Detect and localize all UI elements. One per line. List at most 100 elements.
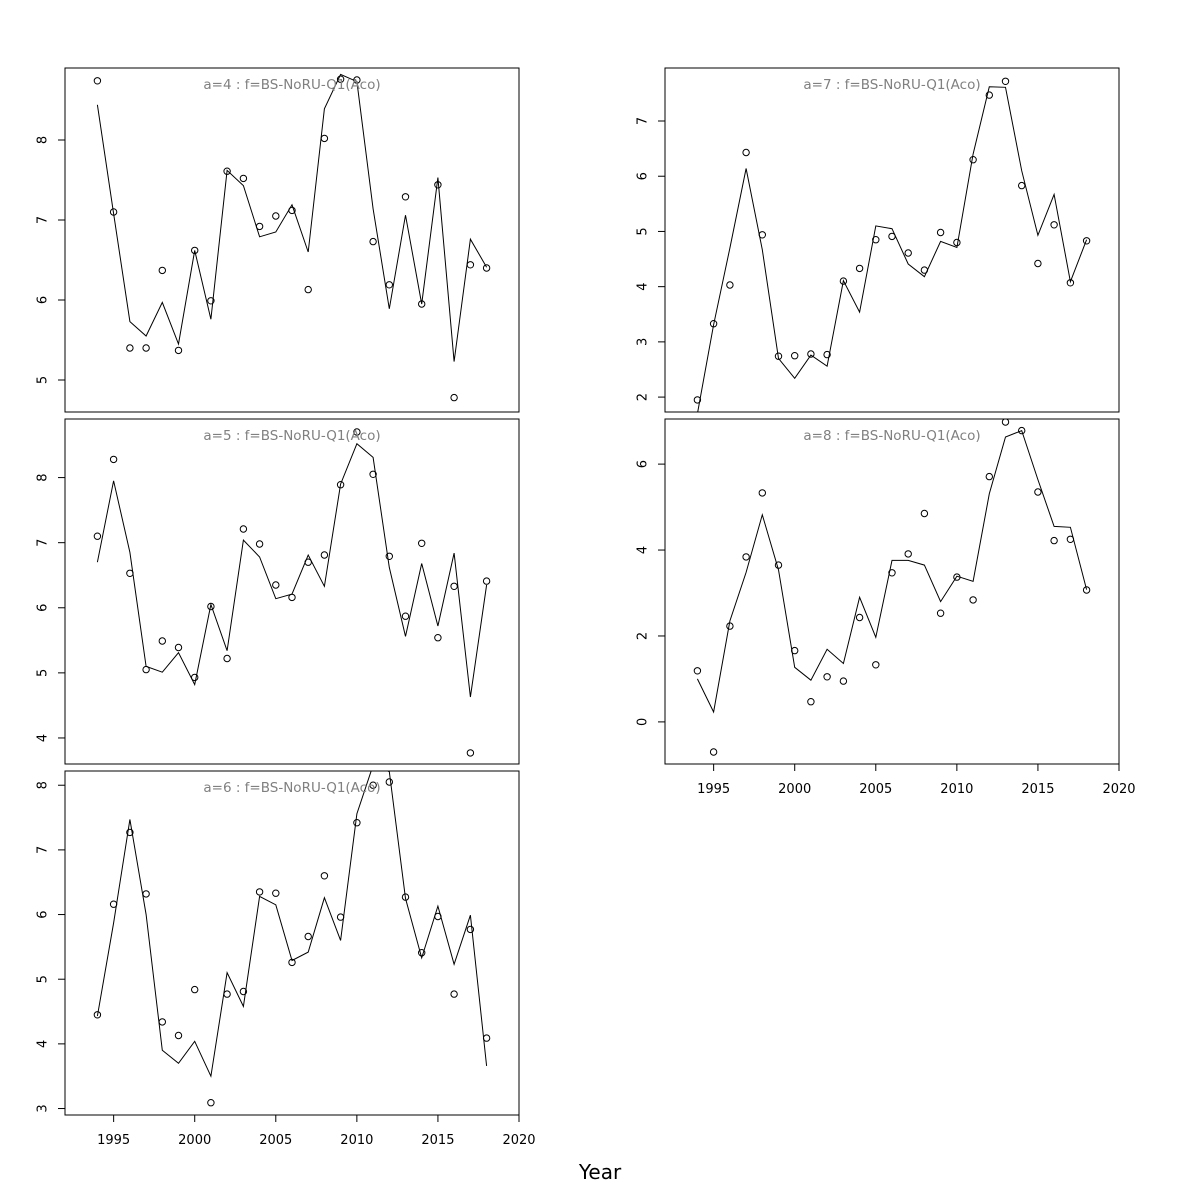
observed-point — [920, 509, 929, 518]
observed-point — [207, 1099, 215, 1107]
y-tick-label: 6 — [636, 460, 651, 468]
observed-point — [807, 698, 815, 706]
observed-point — [191, 985, 199, 994]
observed-point — [936, 228, 945, 237]
observed-point — [888, 232, 896, 241]
panel-3: 3 4 5 6 7 8 1995 2000 2005 2010 2015 2020 a=6 : f=BS… — [36, 770, 536, 1148]
observed-point — [823, 350, 831, 359]
observed-point — [320, 134, 329, 143]
y-tick-label: 5 — [36, 975, 51, 983]
y-tick-label: 6 — [36, 604, 51, 612]
observed-point — [791, 352, 799, 360]
panel-2: 4 5 6 7 8 a=5 : f=BS-NoRU-Q1(Aco) — [36, 418, 520, 765]
observed-point — [126, 569, 134, 577]
y-tick-label: 6 — [36, 296, 51, 304]
y-tick-label: 8 — [36, 473, 51, 481]
observed-point — [823, 673, 831, 681]
y-tick-label: 8 — [36, 136, 51, 144]
fitted-line — [696, 429, 1088, 714]
y-tick-label: 6 — [36, 910, 51, 918]
x-tick-label: 2020 — [502, 1133, 535, 1148]
observed-point — [482, 264, 491, 272]
y-tick-label: 0 — [636, 718, 651, 726]
observed-point — [482, 1034, 491, 1042]
observed-point — [109, 455, 118, 464]
observed-point — [418, 949, 426, 957]
observed-point — [191, 246, 199, 255]
y-tick-label: 3 — [36, 1104, 51, 1112]
observed-point — [466, 261, 475, 269]
observed-point — [158, 266, 167, 275]
panels-group: 5 6 7 8 a=4 : f=BS-NoRU-Q1(Aco) 4 5 6 7 8 a=5 : f=… — [36, 67, 1136, 1148]
observed-point — [401, 193, 410, 201]
observed-point — [1001, 419, 1010, 426]
observed-point — [288, 206, 296, 215]
observed-point — [272, 581, 280, 589]
y-tick-label: 8 — [36, 781, 51, 789]
observed-point — [385, 552, 393, 560]
x-tick-label: 2010 — [340, 1133, 373, 1148]
observed-point — [288, 593, 296, 602]
y-tick-label: 5 — [36, 669, 51, 677]
observed-point — [466, 749, 475, 757]
observed-point — [369, 470, 377, 478]
observed-point — [1018, 181, 1026, 190]
observed-point — [126, 828, 134, 837]
observed-point — [255, 540, 264, 548]
observed-point — [1082, 237, 1091, 245]
panel-title: a=6 : f=BS-NoRU-Q1(Aco) — [203, 780, 380, 796]
observed-point — [450, 990, 458, 998]
y-tick-label: 2 — [636, 393, 651, 401]
panel-5: 0 2 4 6 1995 2000 2005 2010 2015 2020 a=8 : f=BS-N… — [636, 418, 1136, 797]
observed-point — [223, 654, 231, 663]
panel-frame — [64, 770, 520, 1116]
y-tick-label: 4 — [636, 283, 651, 291]
observed-point — [207, 297, 215, 305]
x-tick-label: 2020 — [1102, 782, 1135, 797]
observed-point — [239, 987, 248, 996]
observed-point — [709, 320, 718, 328]
panel-frame — [64, 418, 520, 765]
observed-point — [207, 602, 215, 611]
y-tick-label: 5 — [36, 376, 51, 384]
observed-point — [1018, 426, 1026, 435]
observed-point — [839, 277, 848, 285]
observed-point — [109, 208, 118, 216]
observed-point — [434, 634, 442, 642]
fitted-line — [697, 86, 1088, 412]
observed-point — [936, 609, 945, 617]
y-tick-label: 4 — [36, 734, 51, 742]
x-tick-label: 2000 — [178, 1133, 211, 1148]
observed-point — [174, 1031, 183, 1040]
observed-point — [872, 236, 880, 244]
observed-point — [1066, 535, 1075, 543]
observed-point — [353, 819, 361, 827]
observed-point — [272, 889, 280, 897]
x-axis: 1995 2000 2005 2010 2015 2020 — [97, 1114, 536, 1148]
x-tick-label: 2005 — [259, 1133, 292, 1148]
observed-point — [142, 665, 150, 674]
observed-point — [418, 300, 426, 308]
panel-frame — [64, 67, 520, 413]
observed-point — [142, 344, 150, 352]
y-tick-label: 4 — [36, 1040, 51, 1048]
panel-data — [693, 77, 1091, 412]
observed-point — [969, 596, 977, 604]
y-tick-label: 7 — [36, 846, 51, 854]
observed-point — [239, 174, 248, 183]
observed-point — [401, 612, 410, 620]
x-tick-label: 2010 — [940, 782, 973, 797]
x-tick-label: 2015 — [1021, 782, 1054, 797]
panel-title: a=7 : f=BS-NoRU-Q1(Aco) — [803, 77, 980, 93]
y-tick-label: 4 — [636, 546, 651, 554]
observed-point — [401, 893, 410, 901]
observed-point — [791, 646, 799, 655]
observed-point — [142, 890, 150, 898]
panel-title: a=4 : f=BS-NoRU-Q1(Aco) — [203, 77, 380, 93]
observed-point — [320, 551, 329, 559]
observed-point — [434, 181, 442, 189]
observed-point — [126, 344, 134, 352]
observed-point — [920, 266, 929, 274]
observed-point — [255, 222, 264, 231]
observed-point — [985, 91, 993, 99]
